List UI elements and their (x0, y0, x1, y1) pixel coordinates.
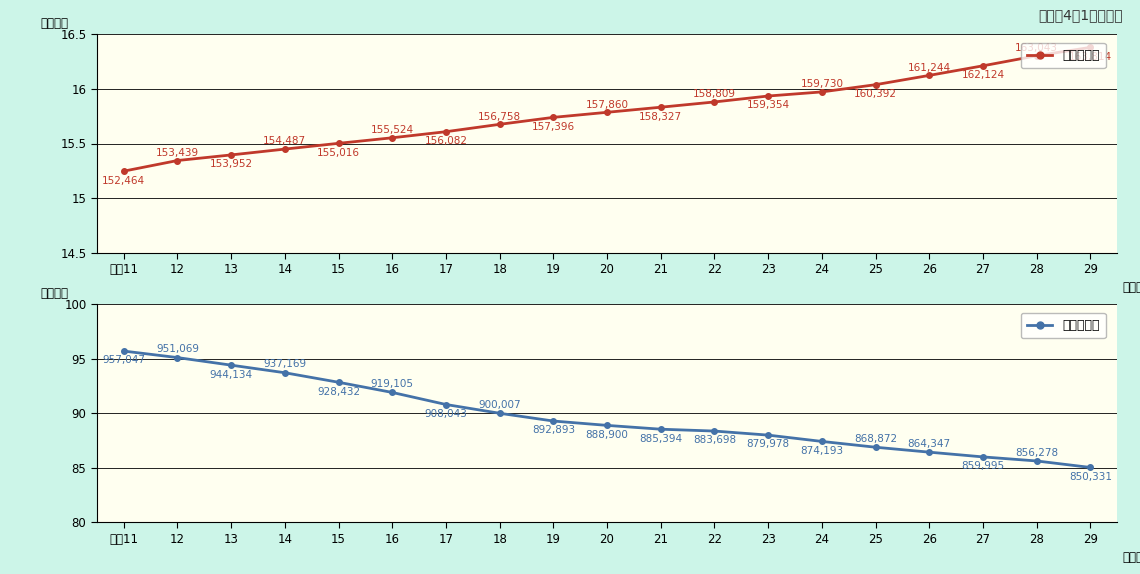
Text: 163,043: 163,043 (1015, 43, 1058, 53)
Text: 156,082: 156,082 (424, 136, 467, 146)
Text: 153,952: 153,952 (210, 160, 253, 169)
Text: 944,134: 944,134 (210, 370, 253, 379)
Text: 155,016: 155,016 (317, 148, 360, 158)
Text: 157,396: 157,396 (531, 122, 575, 131)
Text: 883,698: 883,698 (693, 436, 736, 445)
Legend: 消防団員数: 消防団員数 (1020, 313, 1106, 338)
Text: 957,047: 957,047 (103, 355, 145, 366)
Text: 892,893: 892,893 (531, 425, 575, 436)
Text: 152,464: 152,464 (103, 176, 145, 185)
Text: 153,439: 153,439 (156, 148, 199, 158)
Text: 158,327: 158,327 (640, 111, 683, 122)
Text: 157,860: 157,860 (586, 99, 628, 110)
Text: （年）: （年） (1122, 281, 1140, 294)
Text: 161,244: 161,244 (907, 63, 951, 73)
Text: 908,043: 908,043 (424, 409, 467, 419)
Text: （万人）: （万人） (41, 287, 68, 300)
Text: 885,394: 885,394 (640, 433, 683, 444)
Text: 900,007: 900,007 (479, 400, 521, 410)
Text: 919,105: 919,105 (370, 379, 414, 389)
Text: 159,354: 159,354 (747, 100, 790, 110)
Text: 864,347: 864,347 (907, 439, 951, 449)
Text: 888,900: 888,900 (586, 430, 628, 440)
Text: 159,730: 159,730 (800, 79, 844, 89)
Text: 874,193: 874,193 (800, 446, 844, 456)
Text: （各年4月1日現在）: （各年4月1日現在） (1039, 9, 1123, 22)
Text: 158,809: 158,809 (693, 89, 736, 99)
Text: 879,978: 879,978 (747, 440, 790, 449)
Text: 850,331: 850,331 (1069, 472, 1112, 482)
Text: （年）: （年） (1122, 550, 1140, 564)
Text: 928,432: 928,432 (317, 387, 360, 397)
Text: 951,069: 951,069 (156, 344, 199, 354)
Text: 162,124: 162,124 (961, 70, 1004, 80)
Text: 859,995: 859,995 (961, 461, 1004, 471)
Text: （万人）: （万人） (41, 17, 68, 30)
Legend: 消防職員数: 消防職員数 (1020, 43, 1106, 68)
Text: 868,872: 868,872 (854, 434, 897, 444)
Text: 154,487: 154,487 (263, 137, 307, 146)
Text: 156,758: 156,758 (478, 111, 521, 122)
Text: 937,169: 937,169 (263, 359, 307, 370)
Text: 160,392: 160,392 (854, 89, 897, 99)
Text: 155,524: 155,524 (370, 125, 414, 135)
Text: 856,278: 856,278 (1015, 448, 1058, 457)
Text: 163,814: 163,814 (1069, 52, 1112, 62)
